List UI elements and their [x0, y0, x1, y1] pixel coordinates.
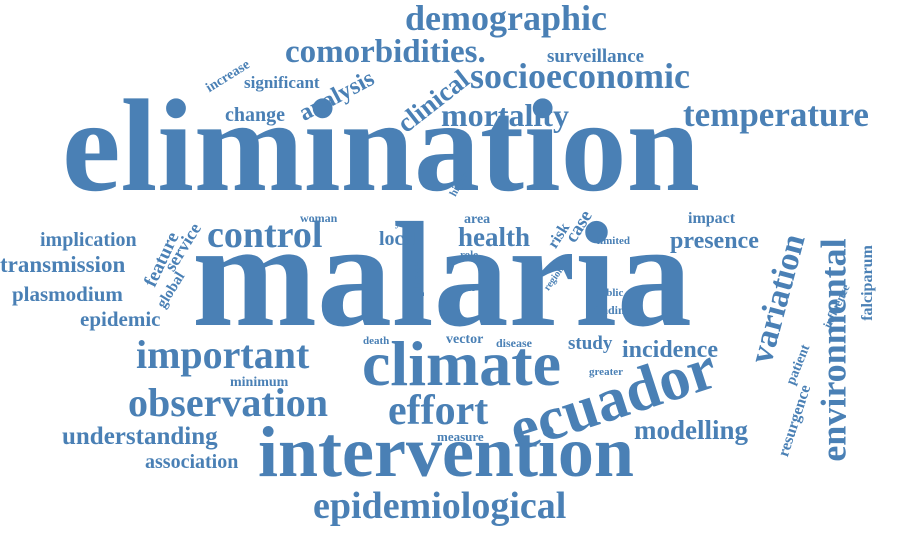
word-area: area [464, 212, 491, 227]
word-local: local [379, 228, 419, 250]
word-epidemiological: epidemiological [313, 485, 567, 527]
word-vector: vector [446, 332, 484, 347]
word-mortality: mortality [441, 97, 569, 133]
word-measure: measure [437, 429, 484, 444]
word-observation: observation [128, 380, 328, 425]
word-understanding: understanding [62, 423, 218, 450]
word-implication: implication [40, 229, 137, 251]
word-rate: rate [458, 283, 476, 294]
word-resurgence: resurgence [775, 382, 815, 459]
word-significant: significant [244, 73, 320, 92]
word-malaria: malaria [192, 192, 692, 358]
word-woman: woman [300, 211, 338, 225]
word-limited: limited [597, 235, 630, 247]
word-minimum: minimum [230, 375, 289, 390]
word-year: year [395, 217, 416, 229]
word-death: death [363, 335, 390, 347]
word-role: role [460, 249, 479, 261]
word-health: health [458, 222, 531, 252]
word-intervention: intervention [258, 412, 634, 492]
word-transmission: transmission [0, 252, 126, 277]
word-elimination: elimination [62, 72, 701, 219]
word-socioeconomic: socioeconomic [470, 56, 690, 96]
word-disease: disease [496, 336, 532, 350]
word-impact: impact [688, 210, 736, 227]
word-greater: greater [589, 366, 623, 378]
word-modelling: modelling [634, 415, 749, 445]
word-association: association [145, 451, 239, 473]
word-climate: climate [362, 328, 561, 399]
word-effort: effort [388, 388, 489, 434]
word-patient: patient [783, 342, 814, 388]
word-demographic: demographic [405, 0, 607, 38]
word-plasmodium: plasmodium [12, 282, 123, 306]
word-presence: presence [670, 228, 759, 254]
word-epidemic: epidemic [80, 307, 161, 331]
word-important: important [136, 332, 310, 377]
word-change: change [225, 104, 285, 126]
word-phase: phase [410, 261, 426, 297]
word-temperature: temperature [683, 95, 869, 134]
word-incidence: incidence [622, 337, 718, 363]
word-study: study [568, 333, 613, 354]
word-control: control [207, 214, 323, 256]
word-comorbidities: comorbidities. [285, 34, 486, 70]
word-falciparum: falciparum [858, 245, 876, 321]
word-public: public [594, 287, 624, 299]
word-environmental: environmental [813, 238, 854, 462]
word-surveillance: surveillance [547, 46, 645, 67]
word-finding: finding [594, 303, 631, 317]
